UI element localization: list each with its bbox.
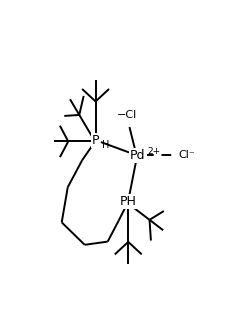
Text: 2+: 2+ bbox=[148, 147, 161, 156]
Text: Pd: Pd bbox=[130, 149, 146, 162]
Text: Cl⁻: Cl⁻ bbox=[178, 150, 195, 160]
Text: P: P bbox=[92, 134, 99, 147]
Text: H: H bbox=[102, 140, 109, 150]
Text: −Cl: −Cl bbox=[117, 110, 137, 120]
Text: PH: PH bbox=[120, 195, 137, 208]
